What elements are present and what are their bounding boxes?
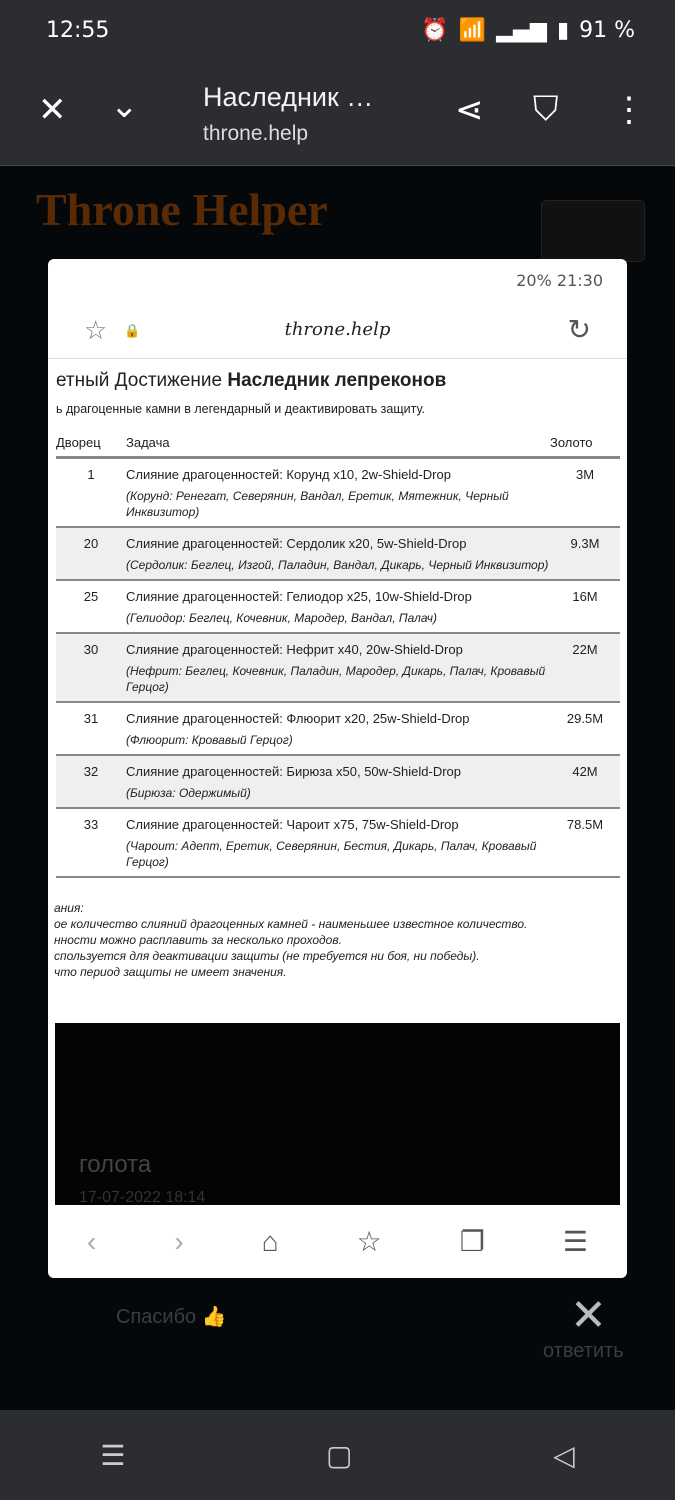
mobs-text: (Нефрит: Беглец, Кочевник, Паладин, Маро… [126, 663, 546, 694]
notes: ания: ое количество слияний драгоценных к… [54, 900, 527, 980]
mobs-text: (Сердолик: Беглец, Изгой, Паладин, Ванда… [126, 557, 549, 572]
site-menu-button[interactable] [541, 200, 645, 262]
table-row: 33 Слияние драгоценностей: Чароит x75, 7… [56, 807, 620, 878]
task-text: Слияние драгоценностей: Гелиодор x25, 10… [126, 588, 472, 604]
gold-cell: 9.3M [550, 526, 620, 581]
task-cell: Слияние драгоценностей: Бирюза x50, 50w-… [126, 754, 550, 809]
palace-cell: 25 [56, 579, 126, 634]
gold-cell: 29.5M [550, 701, 620, 756]
col-task: Задача [126, 435, 550, 459]
bookmarks-icon: ☆ [356, 1226, 382, 1257]
task-cell: Слияние драгоценностей: Сердолик x20, 5w… [126, 526, 550, 581]
task-text: Слияние драгоценностей: Корунд x10, 2w-S… [126, 466, 451, 482]
battery-icon: ▮ [556, 17, 570, 43]
close-image-icon[interactable]: ✕ [570, 1291, 607, 1340]
task-cell: Слияние драгоценностей: Флюорит x20, 25w… [126, 701, 550, 756]
table-row: 25 Слияние драгоценностей: Гелиодор x25,… [56, 579, 620, 634]
post-date: 17-07-2022 18:14 [79, 1189, 206, 1206]
task-text: Слияние драгоценностей: Нефрит x40, 20w-… [126, 641, 463, 657]
inner-url-bar: ☆ 🔒 throne.help ↻ [48, 309, 627, 359]
note-line: нности можно расплавить за несколько про… [54, 933, 342, 947]
task-text: Слияние драгоценностей: Сердолик x20, 5w… [126, 535, 467, 551]
page-title: Наследник … [203, 82, 374, 112]
table-row: 20 Слияние драгоценностей: Сердолик x20,… [56, 526, 620, 581]
recents-icon[interactable]: ☰ [100, 1439, 126, 1471]
comment-text: Спасибо 👍 [116, 1306, 227, 1328]
star-icon: ☆ [84, 315, 108, 345]
gold-cell: 22M [550, 632, 620, 703]
mobs-text: (Бирюза: Одержимый) [126, 785, 251, 800]
image-viewer: 20% 21:30 ☆ 🔒 throne.help ↻ етный Достиж… [48, 259, 627, 1278]
task-text: Слияние драгоценностей: Бирюза x50, 50w-… [126, 763, 462, 779]
more-icon[interactable]: ⋮ [612, 91, 646, 129]
tabs-icon: ❐ [459, 1226, 485, 1257]
mobs-text: (Флюорит: Кровавый Герцог) [126, 732, 293, 747]
table-row: 30 Слияние драгоценностей: Нефрит x40, 2… [56, 632, 620, 703]
menu-icon: ☰ [562, 1226, 588, 1257]
wifi-icon: 📶 [458, 17, 487, 43]
achievement-heading: етный Достижение Наследник лепреконов [56, 370, 447, 391]
note-line: ания: [54, 901, 84, 915]
clock: 12:55 [46, 17, 110, 43]
close-icon[interactable]: ✕ [38, 91, 67, 129]
mobs-text: (Чароит: Адепт, Еретик, Северянин, Бести… [126, 838, 537, 869]
gold-cell: 3M [550, 457, 620, 528]
inner-status: 20% 21:30 [516, 271, 603, 290]
achievement-subtitle: ь драгоценные камни в легендарный и деак… [56, 402, 425, 416]
site-logo: Throne Helper [36, 184, 328, 235]
share-icon[interactable]: ⋖ [455, 91, 484, 129]
note-line: что период защиты не имеет значения. [54, 965, 287, 979]
inner-host: throne.help [284, 319, 391, 340]
bookmark-icon[interactable]: ⛉ [533, 90, 559, 128]
palace-cell: 31 [56, 701, 126, 756]
task-text: Слияние драгоценностей: Флюорит x20, 25w… [126, 710, 470, 726]
username: голота [79, 1151, 152, 1178]
back-icon: ‹ [87, 1225, 97, 1257]
page-url: throne.help [203, 122, 309, 145]
tasks-table: Дворец Задача Золото 1 Слияние драгоценн… [56, 435, 620, 878]
task-text: Слияние драгоценностей: Чароит x75, 75w-… [126, 816, 459, 832]
gold-cell: 78.5M [550, 807, 620, 878]
mobs-text: (Корунд: Ренегат, Северянин, Вандал, Ере… [126, 488, 509, 519]
lock-icon: 🔒 [124, 323, 141, 338]
table-row: 32 Слияние драгоценностей: Бирюза x50, 5… [56, 754, 620, 809]
palace-cell: 32 [56, 754, 126, 809]
mobs-text: (Гелиодор: Беглец, Кочевник, Мародер, Ва… [126, 610, 438, 625]
reload-icon: ↻ [567, 314, 591, 345]
palace-cell: 1 [56, 457, 126, 528]
palace-cell: 20 [56, 526, 126, 581]
back-nav-icon[interactable]: ◁ [553, 1439, 575, 1471]
battery-level: 91 % [579, 17, 635, 43]
signal-icon: ▂▄▆ [496, 17, 547, 43]
gold-cell: 42M [550, 754, 620, 809]
task-cell: Слияние драгоценностей: Нефрит x40, 20w-… [126, 632, 550, 703]
chevron-down-icon[interactable]: ⌄ [110, 87, 139, 125]
note-line: спользуется для деактивации защиты (не т… [54, 949, 480, 963]
inner-page-dark: голота 17-07-2022 18:14 [55, 1023, 620, 1206]
browser-toolbar: ✕ ⌄ Наследник … throne.help ⋖ ⛉ ⋮ [0, 60, 675, 166]
task-cell: Слияние драгоценностей: Гелиодор x25, 10… [126, 579, 550, 634]
reply-link[interactable]: ответить [543, 1340, 624, 1362]
task-cell: Слияние драгоценностей: Корунд x10, 2w-S… [126, 457, 550, 528]
col-palace: Дворец [56, 435, 126, 459]
task-cell: Слияние драгоценностей: Чароит x75, 75w-… [126, 807, 550, 878]
alarm-icon: ⏰ [421, 17, 449, 43]
home-icon: ⌂ [261, 1225, 279, 1257]
col-gold: Золото [550, 435, 620, 459]
gold-cell: 16M [550, 579, 620, 634]
inner-nav: ‹ › ⌂ ☆ ❐ ☰ [48, 1205, 627, 1278]
status-bar: 12:55 ⏰ 📶 ▂▄▆ ▮ 91 % [0, 0, 675, 60]
table-row: 31 Слияние драгоценностей: Флюорит x20, … [56, 701, 620, 756]
palace-cell: 33 [56, 807, 126, 878]
note-line: ое количество слияний драгоценных камней… [54, 917, 528, 931]
table-row: 1 Слияние драгоценностей: Корунд x10, 2w… [56, 457, 620, 528]
home-nav-icon[interactable]: ▢ [326, 1439, 353, 1471]
system-nav: ☰ ▢ ◁ [0, 1410, 675, 1500]
forward-icon: › [174, 1225, 184, 1257]
palace-cell: 30 [56, 632, 126, 703]
